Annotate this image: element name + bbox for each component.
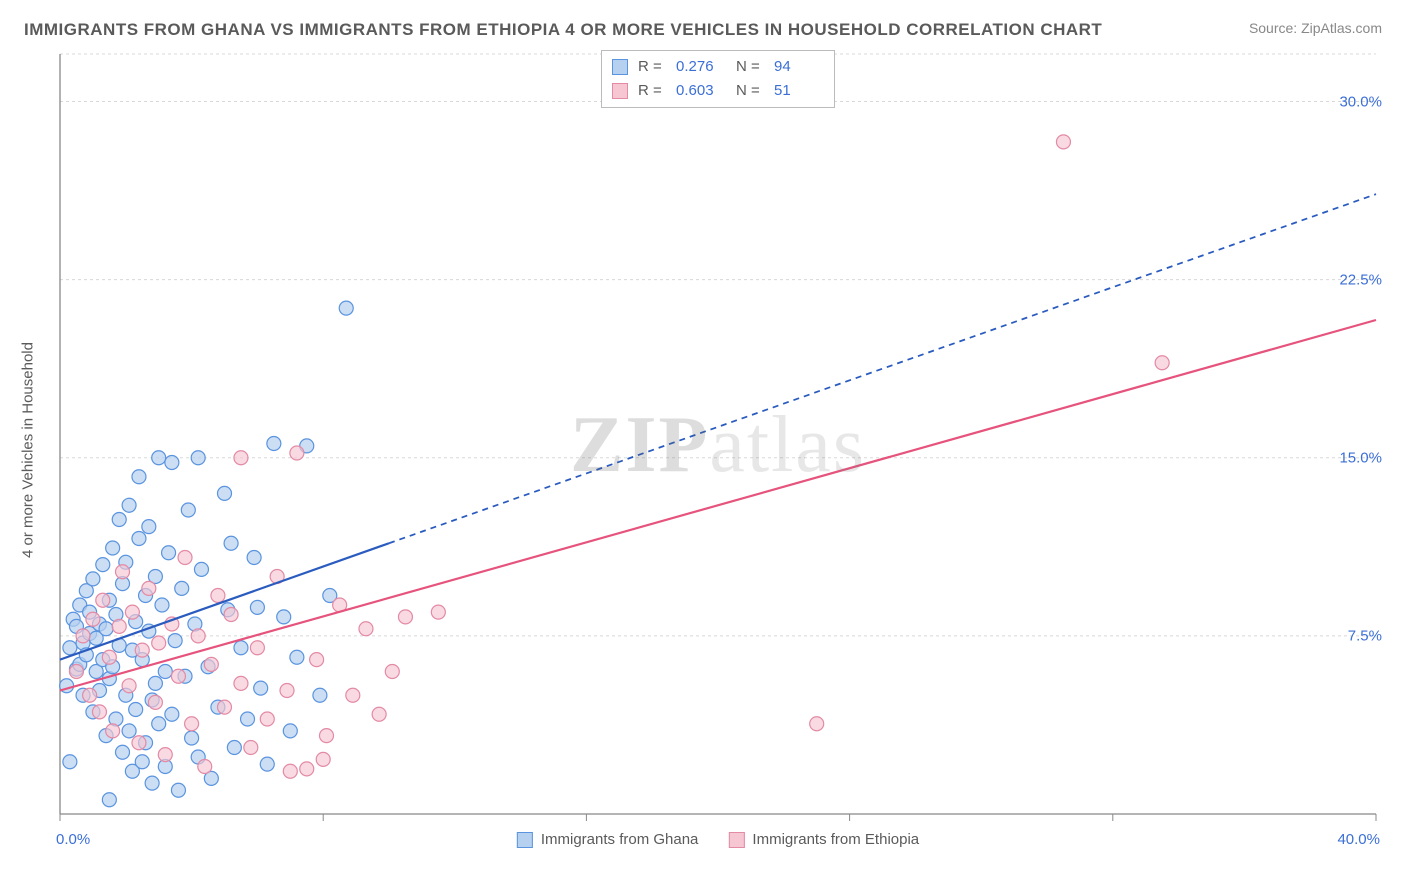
y-tick-label: 15.0%: [1339, 449, 1382, 466]
y-tick-label: 30.0%: [1339, 93, 1382, 110]
r-value-ghana: 0.276: [676, 55, 726, 79]
r-value-ethiopia: 0.603: [676, 79, 726, 103]
scatter-plot-svg: [50, 48, 1386, 848]
legend-label-ethiopia: Immigrants from Ethiopia: [752, 831, 919, 848]
legend-row-ghana: R = 0.276 N = 94: [612, 55, 824, 79]
y-tick-label: 7.5%: [1348, 627, 1382, 644]
swatch-ethiopia: [612, 83, 628, 99]
y-tick-label: 22.5%: [1339, 271, 1382, 288]
n-value-ethiopia: 51: [774, 79, 824, 103]
r-label: R =: [638, 55, 666, 79]
x-axis-min-label: 0.0%: [56, 831, 90, 848]
x-axis-max-label: 40.0%: [1337, 831, 1380, 848]
n-label: N =: [736, 55, 764, 79]
swatch-ethiopia: [728, 832, 744, 848]
legend-item-ethiopia: Immigrants from Ethiopia: [728, 831, 919, 848]
legend-row-ethiopia: R = 0.603 N = 51: [612, 79, 824, 103]
n-label: N =: [736, 79, 764, 103]
source-link[interactable]: ZipAtlas.com: [1301, 20, 1382, 36]
legend-item-ghana: Immigrants from Ghana: [517, 831, 699, 848]
correlation-legend: R = 0.276 N = 94 R = 0.603 N = 51: [601, 50, 835, 108]
source-attribution: Source: ZipAtlas.com: [1249, 20, 1382, 36]
r-label: R =: [638, 79, 666, 103]
series-legend: Immigrants from Ghana Immigrants from Et…: [517, 831, 919, 848]
swatch-ghana: [517, 832, 533, 848]
chart-area: 4 or more Vehicles in Household ZIPatlas…: [50, 48, 1386, 852]
swatch-ghana: [612, 59, 628, 75]
source-label: Source:: [1249, 20, 1301, 36]
chart-title: IMMIGRANTS FROM GHANA VS IMMIGRANTS FROM…: [24, 20, 1102, 40]
legend-label-ghana: Immigrants from Ghana: [541, 831, 699, 848]
y-axis-label: 4 or more Vehicles in Household: [20, 342, 37, 558]
n-value-ghana: 94: [774, 55, 824, 79]
